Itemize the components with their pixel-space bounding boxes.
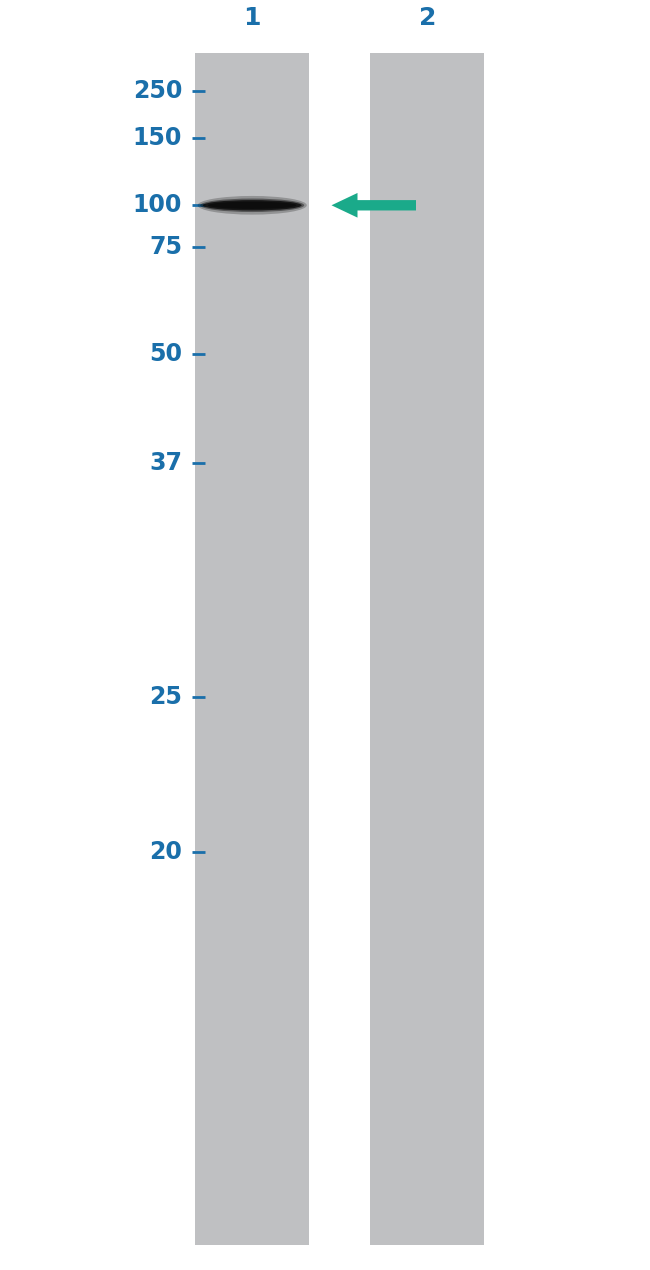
Text: 250: 250 [133, 79, 182, 103]
Text: 2: 2 [419, 6, 436, 30]
Text: 50: 50 [149, 342, 182, 366]
Ellipse shape [203, 201, 302, 211]
Text: 25: 25 [149, 685, 182, 709]
Text: 37: 37 [149, 451, 182, 475]
Text: 1: 1 [244, 6, 261, 30]
FancyArrow shape [332, 193, 416, 217]
Bar [370, 53, 484, 1245]
Text: 75: 75 [149, 235, 182, 259]
Ellipse shape [200, 198, 304, 212]
Ellipse shape [208, 202, 296, 210]
Text: 150: 150 [133, 126, 182, 150]
Ellipse shape [198, 196, 307, 215]
Text: 100: 100 [133, 193, 182, 217]
Text: 20: 20 [149, 839, 182, 864]
Bar [195, 53, 309, 1245]
